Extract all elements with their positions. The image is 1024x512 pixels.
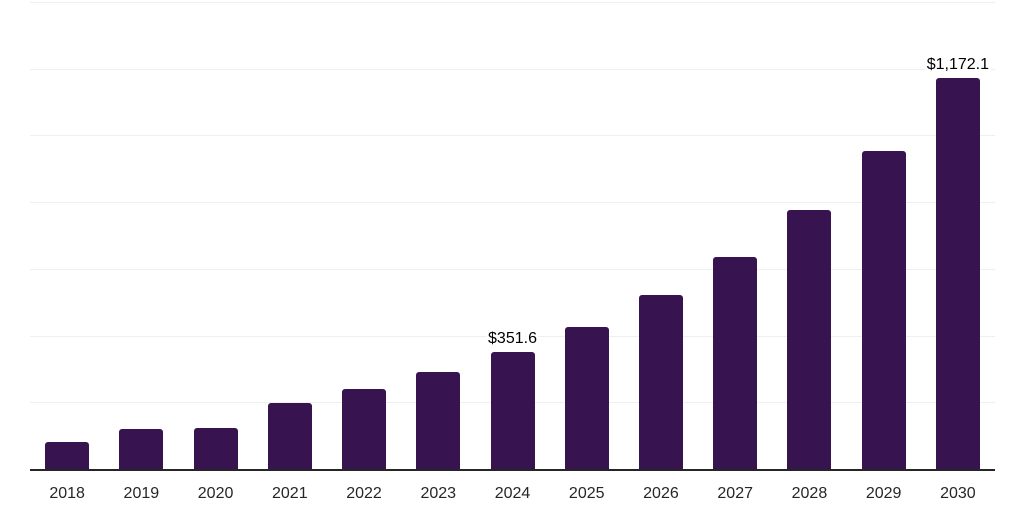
bar-2020[interactable] [193, 428, 238, 469]
bar-2018[interactable] [45, 442, 90, 469]
x-tick-2026: 2026 [643, 485, 679, 502]
gridline-1400 [30, 2, 995, 3]
gridline-600 [30, 268, 995, 270]
x-tick-2023: 2023 [420, 485, 457, 502]
x-tick-2022: 2022 [346, 485, 382, 502]
x-tick-2025: 2025 [568, 485, 605, 502]
bar-2022[interactable] [342, 389, 387, 469]
gridline-1000 [30, 135, 995, 137]
bar-2021[interactable] [267, 403, 312, 469]
x-tick-2030: 2030 [940, 485, 976, 502]
x-tick-2024: 2024 [494, 485, 531, 502]
x-tick-2019: 2019 [123, 485, 160, 502]
data-label-2024: $351.6 [486, 330, 539, 347]
x-tick-2020: 2020 [197, 485, 234, 502]
x-tick-2029: 2029 [865, 485, 902, 502]
bar-2019[interactable] [119, 429, 164, 469]
data-label-2030: $1,172.1 [924, 56, 992, 73]
x-tick-2018: 2018 [49, 485, 85, 502]
plot-area: $351.6 $1,172.1 [30, 2, 995, 471]
x-tick-2021: 2021 [272, 485, 308, 502]
x-tick-2027: 2027 [717, 485, 753, 502]
bar-2028[interactable] [787, 210, 832, 469]
gridline-1200 [30, 68, 995, 70]
bar-2030[interactable] [935, 78, 980, 469]
bar-2024[interactable] [490, 352, 535, 469]
gridline-800 [30, 202, 995, 204]
bar-2027[interactable] [713, 257, 758, 469]
bar-2029[interactable] [861, 151, 906, 469]
x-axis: 2018 2019 2020 2021 2022 2023 2024 2025 2026 2027… [30, 484, 995, 504]
x-tick-2028: 2028 [791, 485, 828, 502]
bar-2026[interactable] [638, 295, 683, 469]
bar-2023[interactable] [416, 372, 461, 469]
bar-2025[interactable] [564, 327, 609, 469]
